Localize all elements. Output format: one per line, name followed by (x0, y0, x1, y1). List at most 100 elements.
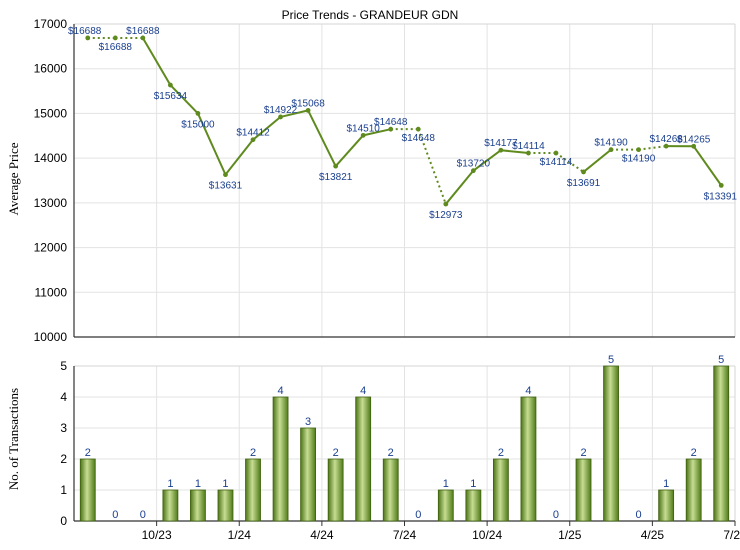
price-data-label: $14648 (374, 117, 408, 128)
price-data-label: $14648 (402, 133, 436, 144)
transaction-bar (327, 458, 344, 522)
price-line-segment (362, 128, 391, 137)
price-data-label: $16688 (99, 42, 133, 53)
price-data-label: $14114 (512, 141, 545, 152)
transaction-count-label: 5 (718, 354, 724, 366)
transaction-bar (658, 489, 675, 522)
price-point (553, 150, 559, 156)
price-line-segment (555, 152, 585, 173)
price-data-label: $15068 (291, 98, 325, 109)
price-data-label: $14268 (649, 134, 683, 145)
price-point (608, 147, 614, 153)
price-point (250, 137, 256, 143)
transaction-bar (190, 489, 206, 522)
price-line-segment (472, 149, 502, 172)
transaction-bar (713, 365, 730, 522)
transaction-count-label: 0 (636, 509, 642, 521)
transaction-count-label: 2 (333, 447, 339, 459)
price-point (718, 182, 724, 188)
transaction-bar (355, 396, 372, 522)
x-tick-label: 7/24 (393, 528, 417, 542)
x-tick-label: 1/24 (228, 528, 252, 542)
price-line-segment (169, 84, 199, 115)
price-data-label: $14190 (594, 138, 628, 149)
price-tick-label: 10000 (34, 330, 68, 344)
transactions-tick-label: 4 (60, 390, 67, 404)
price-tick-label: 16000 (34, 62, 68, 76)
price-line-segment (197, 113, 227, 176)
transactions-tick-label: 1 (60, 483, 67, 497)
price-tick-label: 11000 (35, 285, 68, 299)
price-data-label: $13631 (209, 181, 243, 192)
transactions-tick-label: 3 (60, 421, 67, 435)
transactions-plot: 0 1 2 3 4 5 2 0 0 1 1 1 2 4 3 2 4 2 0 1 1 2 4 0 2 5 0 1 2 5 10/23 1/24 4… (60, 354, 740, 542)
transaction-count-label: 2 (250, 447, 256, 459)
price-axis-title: Average Price (6, 142, 21, 215)
price-data-label: $14114 (540, 157, 573, 168)
price-data-label: $14922 (264, 105, 298, 116)
price-point (581, 169, 586, 175)
price-data-label: $13821 (319, 172, 353, 183)
transaction-count-label: 1 (443, 478, 449, 490)
price-point (526, 150, 531, 156)
transactions-tick-label: 0 (60, 514, 67, 528)
x-tick-label: 10/24 (472, 528, 502, 542)
price-data-label: $16688 (126, 26, 160, 37)
x-tick-label: 4/24 (310, 528, 334, 542)
transactions-tick-label: 5 (60, 359, 67, 373)
transaction-count-label: 2 (388, 447, 394, 459)
transaction-count-label: 0 (415, 509, 421, 521)
price-point (415, 126, 421, 132)
transaction-count-label: 5 (608, 354, 614, 366)
transaction-bar (217, 489, 234, 522)
price-point (85, 35, 91, 41)
x-tick-label: 7/25 (723, 528, 740, 542)
transaction-count-label: 2 (85, 447, 91, 459)
price-data-label: $12973 (429, 210, 463, 221)
price-point (443, 201, 449, 207)
transaction-bar (685, 458, 702, 522)
price-point (278, 114, 283, 120)
transaction-bar (300, 427, 317, 522)
price-data-label: $14265 (677, 134, 711, 145)
transaction-count-label: 1 (663, 478, 669, 490)
price-data-label: $15634 (154, 91, 188, 102)
price-point (112, 35, 118, 41)
price-point (388, 126, 394, 132)
transactions-tick-label: 2 (60, 452, 67, 466)
transaction-count-label: 1 (222, 478, 228, 490)
price-plot: 10000 11000 12000 13000 14000 15000 16000 17000… (34, 17, 738, 344)
transaction-bar (79, 458, 96, 522)
transaction-bar (575, 458, 592, 522)
transaction-count-label: 1 (167, 478, 173, 490)
price-point (223, 172, 228, 178)
transaction-bar (520, 396, 537, 522)
price-point (333, 163, 339, 169)
price-data-label: $13691 (567, 178, 601, 189)
x-tick-label: 4/25 (641, 528, 665, 542)
transaction-bar (465, 489, 482, 522)
transaction-count-label: 3 (305, 416, 311, 428)
x-tick-label: 1/25 (558, 528, 582, 542)
chart-title: Price Trends - GRANDEUR GDN (282, 8, 459, 22)
transaction-bar (245, 458, 261, 522)
transaction-bar (603, 365, 619, 522)
transaction-count-label: 2 (498, 447, 504, 459)
price-point (195, 111, 201, 116)
transaction-bar (382, 458, 399, 522)
transactions-axis-title: No. of Transactions (6, 388, 21, 490)
transaction-count-label: 1 (195, 478, 201, 490)
transaction-count-label: 2 (691, 447, 697, 459)
price-data-label: $13391 (704, 191, 738, 202)
price-point (691, 143, 697, 149)
transaction-count-label: 0 (140, 509, 146, 521)
price-tick-label: 15000 (34, 106, 68, 120)
transaction-count-label: 0 (553, 509, 559, 521)
price-point (167, 82, 173, 88)
price-data-label: $14190 (622, 154, 656, 165)
price-point (636, 147, 642, 153)
transaction-bar (437, 489, 454, 522)
price-point (663, 143, 669, 149)
